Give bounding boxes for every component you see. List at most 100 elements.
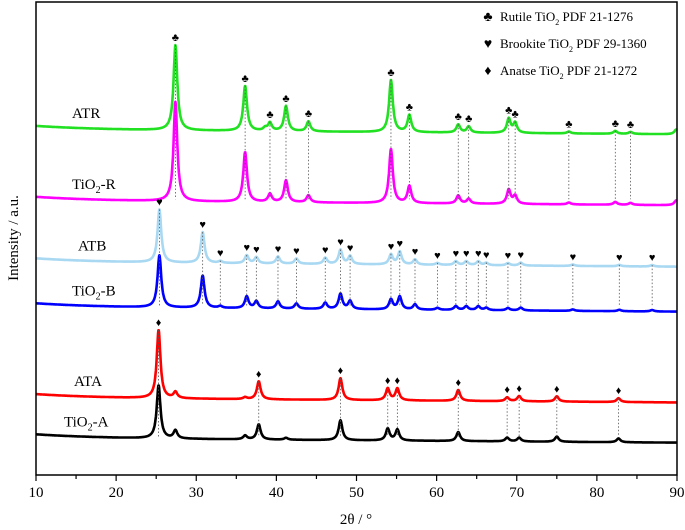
brookite-marker-icon: ♥ (434, 250, 441, 262)
legend-sub: 2 (560, 72, 564, 81)
legend-ref: PDF 29-1360 (573, 36, 647, 51)
curve-label: TiO2-B (72, 283, 116, 302)
series-line-ata (35, 329, 678, 404)
anatase-marker-icon: ♦ (256, 368, 262, 380)
legend-entry: Anatse TiO2 PDF 21-1272 (500, 63, 637, 81)
series-line-tio-r (35, 100, 678, 207)
rutile-marker-icon: ♣ (512, 109, 519, 121)
rutile-marker-icon: ♣ (465, 113, 472, 125)
reference-droplines (158, 45, 653, 437)
x-tick-label: 20 (109, 485, 124, 501)
x-axis-label: 2θ / ° (340, 512, 372, 528)
legend-ref: PDF 21-1276 (559, 9, 633, 24)
rutile-marker-icon: ♣ (505, 105, 512, 117)
x-tick-label: 70 (509, 485, 524, 501)
curve-label: TiO2-R (72, 177, 116, 196)
legend-sub: 2 (569, 45, 573, 54)
curve-label-sub: 2 (96, 291, 101, 302)
legend-entry: Rutile TiO2 PDF 21-1276 (500, 9, 633, 27)
rutile-marker-icon: ♣ (406, 101, 413, 113)
brookite-marker-icon: ♥ (397, 238, 404, 250)
rutile-marker-icon: ♣ (612, 118, 619, 130)
rutile-marker-icon: ♣ (282, 93, 289, 105)
legend-entry: Brookite TiO2 PDF 29-1360 (500, 36, 647, 54)
curve-label: ATA (74, 374, 102, 390)
brookite-marker-icon: ♥ (453, 248, 460, 260)
rutile-legend-icon: ♣ (483, 10, 492, 25)
brookite-marker-icon: ♥ (483, 250, 490, 262)
x-tick-label: 90 (670, 485, 685, 501)
brookite-marker-icon: ♥ (293, 245, 300, 257)
phase-markers: ♣♣♣♣♣♣♣♣ ♣♣ ♣♣ ♣ ♣♥♥♥ ♥ ♥ ♥ ♥ ♥♥ ♥ ♥ ♥♥ ♥ ♥ ♥ ♥ ♥ ♥ ♥ ♥ ♥ ♥♦♦ ♦… (156, 32, 656, 397)
brookite-marker-icon: ♥ (412, 246, 419, 258)
x-tick-label: 50 (349, 485, 364, 501)
curve-label-suffix: -R (101, 177, 116, 193)
anatase-marker-icon: ♦ (385, 375, 391, 387)
curve-label: TiO2-A (64, 414, 109, 433)
y-axis-label: Intensity / a.u. (6, 195, 22, 281)
anatase-marker-icon: ♦ (156, 317, 162, 329)
brookite-marker-icon: ♥ (475, 248, 482, 260)
anatase-marker-icon: ♦ (616, 385, 622, 397)
curve-label: ATB (78, 238, 106, 254)
brookite-marker-icon: ♥ (156, 196, 163, 208)
anatase-marker-icon: ♦ (455, 377, 461, 389)
anatase-marker-icon: ♦ (504, 384, 510, 396)
legend-phase: Rutile TiO (500, 9, 555, 24)
rutile-marker-icon: ♣ (266, 109, 273, 121)
series-line-tio-a (35, 384, 678, 444)
curve-label-main: TiO (72, 177, 96, 193)
legend-phase: Brookite TiO (500, 36, 569, 51)
anatase-marker-icon: ♦ (554, 383, 560, 395)
brookite-legend-icon: ♥ (484, 37, 492, 52)
brookite-marker-icon: ♥ (199, 219, 206, 231)
legend-ref: PDF 21-1272 (564, 63, 638, 78)
brookite-marker-icon: ♥ (347, 242, 354, 254)
brookite-marker-icon: ♥ (649, 252, 656, 264)
brookite-marker-icon: ♥ (275, 243, 282, 255)
brookite-marker-icon: ♥ (243, 242, 250, 254)
rutile-marker-icon: ♣ (565, 119, 572, 131)
brookite-marker-icon: ♥ (517, 250, 524, 262)
brookite-marker-icon: ♥ (388, 241, 395, 253)
curve-label-sub: 2 (88, 422, 93, 433)
curve-label-suffix: -A (93, 414, 109, 430)
series-line-atr (35, 43, 678, 136)
rutile-marker-icon: ♣ (172, 32, 179, 44)
x-tick-label: 10 (29, 485, 44, 501)
x-tick-label: 40 (269, 485, 284, 501)
x-axis: 10 20 30 40 50 60 70 80 90 (29, 475, 685, 501)
curve-label-main: ATA (74, 374, 102, 390)
rutile-marker-icon: ♣ (627, 119, 634, 131)
rutile-marker-icon: ♣ (387, 67, 394, 79)
series-line-tio-b (35, 254, 678, 313)
brookite-marker-icon: ♥ (463, 248, 470, 260)
x-tick-label: 30 (189, 485, 204, 501)
brookite-marker-icon: ♥ (322, 245, 329, 257)
brookite-marker-icon: ♥ (253, 244, 260, 256)
anatase-marker-icon: ♦ (516, 383, 522, 395)
rutile-marker-icon: ♣ (455, 111, 462, 123)
traces (35, 43, 678, 444)
brookite-marker-icon: ♥ (217, 248, 224, 260)
legend-phase: Anatse TiO (500, 63, 560, 78)
x-tick-label: 60 (429, 485, 444, 501)
curve-label-suffix: -B (101, 283, 116, 299)
anatase-marker-icon: ♦ (395, 375, 401, 387)
rutile-marker-icon: ♣ (305, 108, 312, 120)
legend: ♣ Rutile TiO2 PDF 21-1276♥ Brookite TiO2 P… (483, 9, 646, 81)
anatase-marker-icon: ♦ (338, 365, 344, 377)
curve-label-main: TiO (64, 414, 88, 430)
brookite-marker-icon: ♥ (337, 236, 344, 248)
curve-label: ATR (72, 106, 100, 122)
brookite-marker-icon: ♥ (616, 252, 623, 264)
legend-sub: 2 (555, 18, 559, 27)
rutile-marker-icon: ♣ (242, 73, 249, 85)
curve-label-sub: 2 (96, 185, 101, 196)
curve-label-main: ATR (72, 106, 100, 122)
series-line-atb (35, 208, 678, 268)
brookite-marker-icon: ♥ (570, 252, 577, 264)
